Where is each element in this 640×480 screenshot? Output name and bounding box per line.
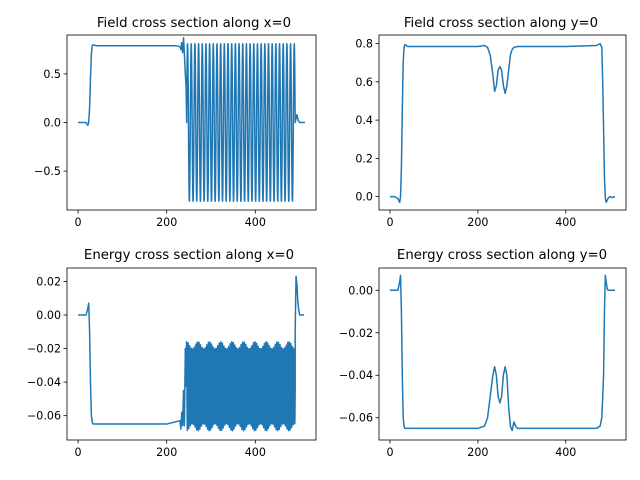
- y-tick-label: 0.02: [36, 275, 61, 288]
- y-tick-label: 0.8: [355, 38, 373, 51]
- subplot-energy-x0: Energy cross section along x=0 0 200 400 −0…: [27, 248, 317, 459]
- x-tick-label: 400: [555, 446, 576, 459]
- subplot-title: Field cross section along y=0: [404, 16, 598, 31]
- y-tick-label: 0.0: [43, 117, 61, 130]
- y-tick-label: −0.5: [34, 165, 61, 178]
- x-tick-label: 200: [156, 446, 177, 459]
- subplot-title: Field cross section along x=0: [97, 16, 291, 31]
- y-tick-label: 0.4: [355, 114, 373, 127]
- y-tick-label: −0.06: [27, 410, 61, 423]
- series-line: [78, 275, 305, 432]
- axes-frame: [378, 34, 627, 211]
- y-tick-label: −0.06: [339, 412, 373, 425]
- y-tick-label: 0.6: [355, 76, 373, 89]
- x-tick-label: 200: [467, 216, 488, 229]
- x-tick-label: 0: [386, 446, 393, 459]
- y-tick-label: 0.00: [348, 284, 373, 297]
- subplot-field-x0: Field cross section along x=0 0 200 400 −0.…: [34, 16, 317, 229]
- subplot-field-y0: Field cross section along y=0 0 200 400 0.0…: [355, 16, 627, 229]
- series-line: [389, 274, 616, 432]
- y-tick-label: 0.00: [36, 309, 61, 322]
- y-tick-label: 0.2: [355, 152, 373, 165]
- x-tick-label: 200: [156, 216, 177, 229]
- y-tick-label: −0.04: [339, 369, 373, 382]
- y-tick-label: 0.5: [43, 68, 61, 81]
- y-tick-label: 0.0: [355, 191, 373, 204]
- x-tick-label: 0: [75, 216, 82, 229]
- subplot-title: Energy cross section along x=0: [84, 248, 294, 263]
- subplot-energy-y0: Energy cross section along y=0 0 200 400 −0…: [339, 248, 627, 459]
- x-tick-label: 200: [467, 446, 488, 459]
- x-tick-label: 400: [245, 216, 266, 229]
- x-tick-label: 0: [75, 446, 82, 459]
- axes-frame: [378, 267, 627, 441]
- x-tick-label: 400: [555, 216, 576, 229]
- y-tick-label: −0.02: [27, 343, 61, 356]
- y-tick-label: −0.02: [339, 327, 373, 340]
- x-tick-label: 400: [245, 446, 266, 459]
- x-tick-label: 0: [386, 216, 393, 229]
- subplot-title: Energy cross section along y=0: [397, 248, 607, 263]
- axes-frame: [66, 267, 317, 441]
- series-line: [78, 37, 305, 202]
- y-tick-label: −0.04: [27, 376, 61, 389]
- series-line: [389, 42, 616, 204]
